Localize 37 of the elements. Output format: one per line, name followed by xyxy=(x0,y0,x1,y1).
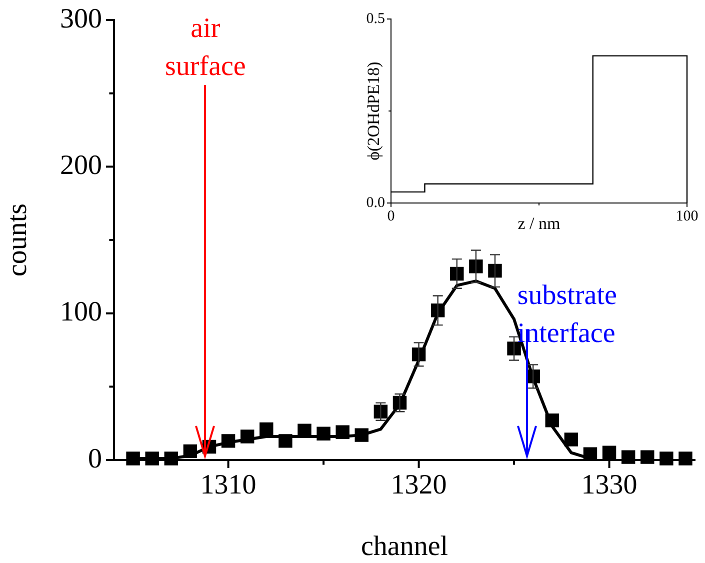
y-tick-label: 0.0 xyxy=(366,194,385,211)
point xyxy=(336,425,350,439)
x-tick-label: 1320 xyxy=(390,469,447,500)
x-tick-label: 1330 xyxy=(581,469,638,500)
point xyxy=(678,452,692,466)
ref-line-label: air surface xyxy=(165,13,246,82)
point xyxy=(126,452,140,466)
y-axis-title: counts xyxy=(2,203,33,277)
point xyxy=(602,446,616,460)
point xyxy=(640,450,654,464)
x-axis-title: channel xyxy=(360,531,448,562)
x-axis-title: z / nm xyxy=(518,214,560,233)
x-tick-label: 1310 xyxy=(200,469,256,500)
point xyxy=(621,450,636,464)
point xyxy=(660,452,674,466)
point xyxy=(145,452,159,466)
point xyxy=(545,414,559,428)
point xyxy=(450,266,464,281)
point xyxy=(564,432,578,446)
point xyxy=(183,444,198,458)
point xyxy=(221,434,236,448)
point xyxy=(260,422,274,436)
point xyxy=(488,264,502,278)
point xyxy=(469,260,483,274)
point xyxy=(354,428,369,442)
point xyxy=(507,342,521,356)
point xyxy=(164,452,178,466)
point xyxy=(278,434,292,448)
y-tick-label: 200 xyxy=(60,150,102,182)
point xyxy=(316,426,330,440)
y-tick-label: 0 xyxy=(88,443,102,474)
y-axis-title: ϕ(2OHdPE18) xyxy=(364,62,383,160)
point xyxy=(583,447,598,461)
y-tick-label: 0.5 xyxy=(366,10,385,27)
y-tick-label: 300 xyxy=(60,3,102,34)
y-tick-label: 100 xyxy=(60,296,102,328)
point xyxy=(240,430,254,444)
